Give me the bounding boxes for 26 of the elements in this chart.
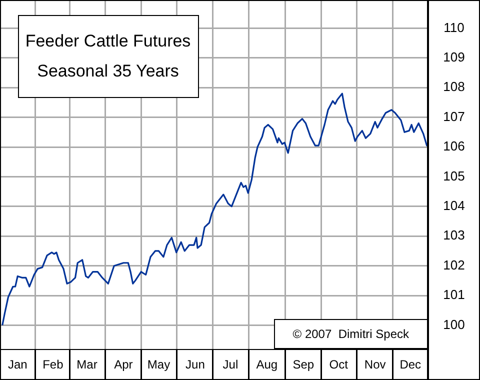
x-tick-label: Oct xyxy=(329,357,349,372)
x-tick-label: Nov xyxy=(364,357,386,372)
y-tick-label: 109 xyxy=(443,49,465,64)
annotation: © 2007 Dimitri Speck xyxy=(274,319,428,349)
y-tick-label: 108 xyxy=(443,79,465,94)
x-tick-label: Jun xyxy=(186,357,205,372)
x-tick-label: Mar xyxy=(76,357,98,372)
text: Seasonal 35 Years xyxy=(37,62,179,81)
y-tick-label: 104 xyxy=(443,198,465,214)
y-tick-label: 105 xyxy=(443,168,465,184)
y-tick-label: 107 xyxy=(443,108,465,124)
y-tick-label: 101 xyxy=(443,287,465,302)
y-tick-label: 106 xyxy=(443,138,465,154)
x-tick-label: Aug xyxy=(256,357,278,372)
x-tick-label: May xyxy=(147,357,170,372)
y-tick-label: 103 xyxy=(443,228,465,243)
x-tick-label: Dec xyxy=(400,357,422,372)
x-tick-label: Apr xyxy=(114,357,133,372)
text: Feeder Cattle Futures xyxy=(25,32,191,51)
x-tick-label: Feb xyxy=(42,357,64,372)
x-tick-label: Jul xyxy=(222,357,238,372)
x-tick-label: Jan xyxy=(8,357,28,372)
y-tick-label: 110 xyxy=(444,20,464,35)
x-tick-label: Sep xyxy=(292,357,314,372)
y-tick-label: 100 xyxy=(443,316,465,332)
y-tick-label: 102 xyxy=(443,257,465,272)
